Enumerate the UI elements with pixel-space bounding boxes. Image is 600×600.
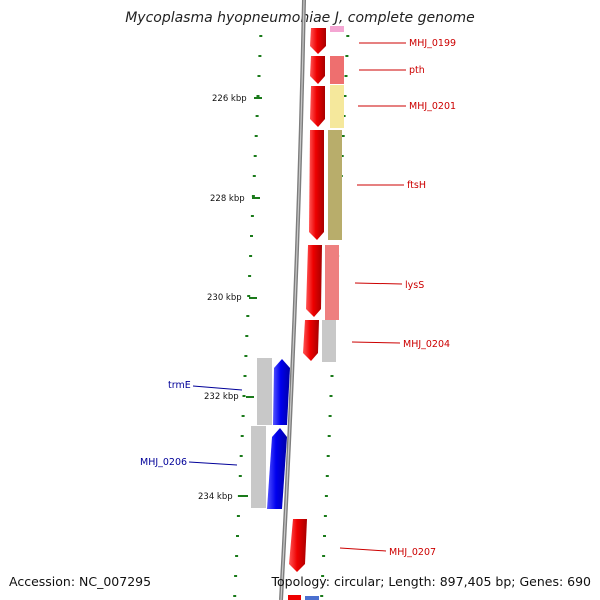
gene-label-MHJ_0207[interactable]: MHJ_0207 (389, 547, 436, 558)
genome-backbone-inner (280, 0, 305, 600)
cog-block-MHJ_0201 (330, 85, 344, 128)
cog-block-MHJ_0199 (330, 26, 344, 32)
cog-block-MHJ_0204 (322, 320, 336, 362)
forward-gene-labels: MHJ_0199 pth MHJ_0201 ftsH lysS MHJ_0204… (339, 38, 456, 558)
ruler-label: 230 kbp (207, 293, 242, 303)
forward-genes-track (288, 28, 326, 600)
cog-block-MHJ_0206 (251, 426, 266, 508)
map-title: Mycoplasma hyopneumoniae J, complete gen… (125, 10, 475, 26)
cog-block-ftsH (328, 130, 342, 240)
ruler-labels: 226 kbp 228 kbp 230 kbp 232 kbp 234 kbp (198, 94, 262, 502)
genome-backbone (279, 0, 306, 600)
gene-label-MHJ_0204[interactable]: MHJ_0204 (403, 339, 450, 350)
gene-arrow-MHJ_0206[interactable] (267, 428, 287, 509)
accession-text: Accession: NC_007295 (9, 574, 152, 589)
gene-label-MHJ_0201[interactable]: MHJ_0201 (409, 101, 456, 112)
cog-block-pth (330, 56, 344, 84)
gene-label-trmE[interactable]: trmE (168, 380, 191, 391)
gene-label-pth[interactable]: pth (409, 65, 425, 76)
ruler-ticks-left (233, 35, 263, 597)
forward-cog-track (322, 26, 344, 362)
cog-block-partial (305, 596, 319, 600)
ruler-label: 234 kbp (198, 492, 233, 502)
gene-arrow-trmE[interactable] (273, 359, 290, 425)
gene-arrow-MHJ_0201[interactable] (310, 86, 325, 127)
ruler-label: 228 kbp (210, 194, 245, 204)
gene-label-ftsH[interactable]: ftsH (407, 180, 426, 191)
gene-arrow-ftsH[interactable] (309, 130, 324, 240)
gene-arrow-lysS[interactable] (306, 245, 322, 317)
gene-arrow-pth[interactable] (310, 56, 325, 84)
gene-label-lysS[interactable]: lysS (405, 280, 424, 291)
gene-label-MHJ_0206[interactable]: MHJ_0206 (140, 457, 187, 468)
reverse-genes-track (251, 358, 290, 509)
cog-block-trmE (257, 358, 272, 425)
reverse-gene-labels: trmE MHJ_0206 (140, 380, 243, 468)
ruler-label: 232 kbp (204, 392, 239, 402)
gene-arrow-partial (288, 595, 301, 600)
genome-summary-text: Topology: circular; Length: 897,405 bp; … (271, 574, 592, 589)
gene-label-MHJ_0199[interactable]: MHJ_0199 (409, 38, 456, 49)
ruler-label: 226 kbp (212, 94, 247, 104)
gene-arrow-MHJ_0207[interactable] (289, 519, 307, 572)
cog-block-lysS (325, 245, 339, 320)
gene-arrow-MHJ_0199[interactable] (310, 28, 326, 54)
gene-arrow-MHJ_0204[interactable] (303, 320, 319, 361)
